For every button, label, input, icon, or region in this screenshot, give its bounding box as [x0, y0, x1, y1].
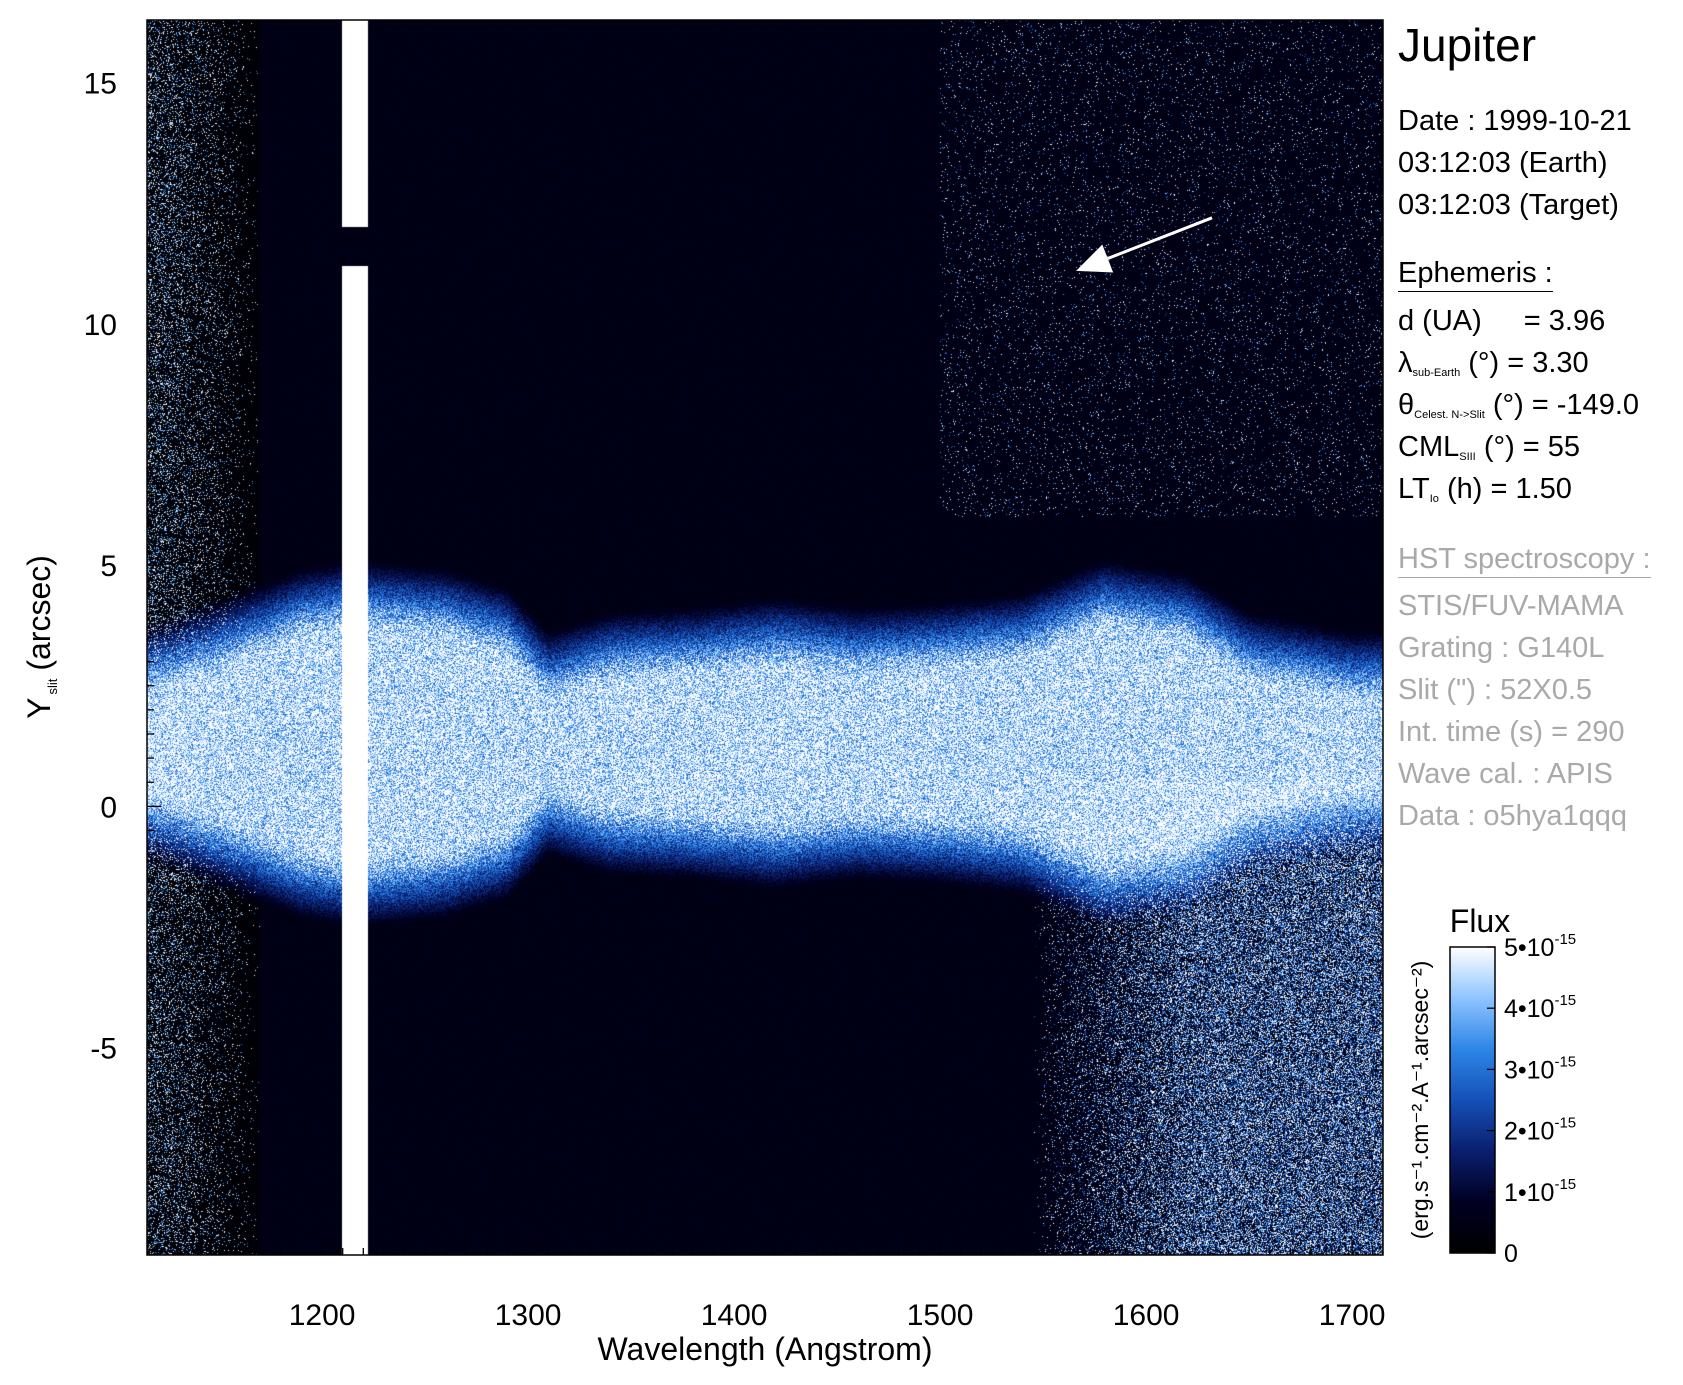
- distance-line: d (UA) = 3.96: [1398, 305, 1605, 337]
- slit-angle-line: θCelest. N->Slit (°) = -149.0: [1398, 389, 1639, 431]
- plot-area: [146, 19, 1384, 1256]
- theta-symbol: θ: [1398, 389, 1415, 421]
- lt-symbol: LT: [1398, 473, 1430, 505]
- lt-value: (h) = 1.50: [1446, 473, 1572, 505]
- distance-label: d (UA): [1398, 305, 1482, 337]
- distance-value: = 3.96: [1523, 305, 1606, 337]
- lambda-value: (°) = 3.30: [1468, 347, 1589, 379]
- y-axis: 15 10 5 0 -5: [84, 33, 161, 1242]
- x-tick-label: 1500: [907, 1299, 974, 1332]
- y-axis-label: Yslit (arcsec): [21, 555, 60, 719]
- planet-title: Jupiter: [1398, 19, 1537, 71]
- y-axis-label-sub: slit: [45, 678, 60, 694]
- cml-value: (°) = 55: [1483, 431, 1581, 463]
- theta-sub: Celest. N->Slit: [1414, 409, 1485, 421]
- spectral-image-heatmap: [147, 20, 1383, 1255]
- cml-sub: SIII: [1459, 451, 1476, 463]
- arrow-head: [1076, 244, 1114, 273]
- colorbar: Flux (erg.s⁻¹.cm⁻².A⁻¹.arcsec⁻²) 5•10-15…: [1407, 903, 1576, 1268]
- colorbar-tick-label: 4•10-15: [1504, 992, 1576, 1023]
- local-time-line: LTIo (h) = 1.50: [1398, 473, 1572, 515]
- cml-symbol: CML: [1398, 431, 1460, 463]
- lambda-sub: sub-Earth: [1412, 367, 1461, 379]
- x-tick-label: 1200: [289, 1299, 356, 1332]
- slit: Slit (") : 52X0.5: [1398, 674, 1593, 706]
- x-tick-label: 1300: [495, 1299, 562, 1332]
- colorbar-tick-label: 2•10-15: [1504, 1115, 1576, 1146]
- colorbar-unit-label: (erg.s⁻¹.cm⁻².A⁻¹.arcsec⁻²): [1407, 961, 1433, 1240]
- y-tick-label: -5: [90, 1033, 117, 1066]
- x-tick-label: 1600: [1113, 1299, 1180, 1332]
- arrow-shaft: [1107, 216, 1213, 260]
- hst-header: HST spectroscopy :: [1398, 543, 1651, 578]
- x-axis-label: Wavelength (Angstrom): [598, 1331, 933, 1367]
- y-tick-label: 15: [84, 68, 117, 101]
- observation-date: Date : 1999-10-21: [1398, 105, 1632, 137]
- y-axis-label-base: Y: [21, 698, 57, 719]
- wavelength-calibration: Wave cal. : APIS: [1398, 758, 1613, 790]
- x-axis: 1200 1300 1400 1500 1600 1700: [156, 1241, 1386, 1332]
- annotation-arrow: [1076, 216, 1213, 273]
- ephemeris-header: Ephemeris :: [1398, 257, 1553, 292]
- dataset-id: Data : o5hya1qqq: [1398, 800, 1627, 832]
- colorbar-gradient: [1449, 946, 1496, 1254]
- time-target: 03:12:03 (Target): [1398, 189, 1619, 221]
- theta-value: (°) = -149.0: [1492, 389, 1640, 421]
- colorbar-ticks: 5•10-15 4•10-15 3•10-15 2•10-15 1•10-15 0: [1487, 931, 1576, 1268]
- sub-earth-latitude-line: λsub-Earth (°) = 3.30: [1398, 347, 1589, 389]
- integration-time: Int. time (s) = 290: [1398, 716, 1625, 748]
- heatmap-container: [147, 20, 1383, 1255]
- lt-sub: Io: [1429, 493, 1439, 505]
- y-tick-label: 5: [100, 550, 117, 583]
- y-tick-label: 0: [100, 791, 117, 824]
- colorbar-tick-label: 3•10-15: [1504, 1053, 1576, 1084]
- time-earth: 03:12:03 (Earth): [1398, 147, 1608, 179]
- colorbar-title: Flux: [1450, 903, 1510, 939]
- colorbar-tick-label: 5•10-15: [1504, 931, 1576, 962]
- instrument: STIS/FUV-MAMA: [1398, 590, 1624, 622]
- x-tick-label: 1700: [1319, 1299, 1386, 1332]
- x-tick-label: 1400: [701, 1299, 768, 1332]
- colorbar-tick-label: 0: [1504, 1240, 1518, 1268]
- y-axis-label-unit: (arcsec): [21, 555, 57, 671]
- lambda-symbol: λ: [1398, 347, 1413, 379]
- colorbar-tick-label: 1•10-15: [1504, 1176, 1576, 1207]
- grating: Grating : G140L: [1398, 632, 1605, 664]
- y-tick-label: 10: [84, 309, 117, 342]
- cml-line: CMLSIII (°) = 55: [1398, 431, 1580, 473]
